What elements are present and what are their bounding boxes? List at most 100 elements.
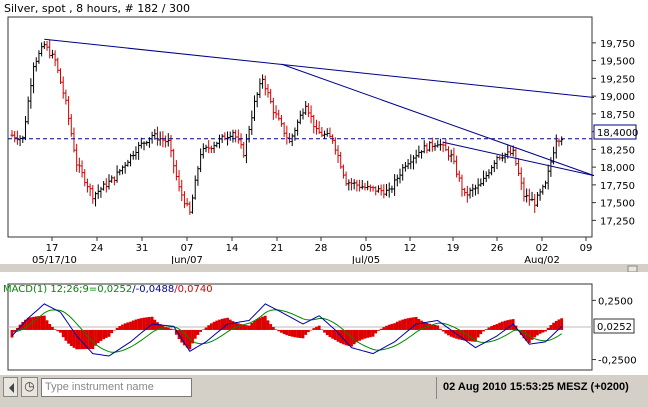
macd-hist-bar [471,329,475,342]
macd-hist-bar [374,329,378,334]
macd-hist-bar [371,329,375,337]
macd-hist-bar [452,329,456,338]
price-tick-label: 19,500 [600,57,635,68]
macd-hist-bar [139,318,143,330]
back-arrow-icon[interactable] [3,377,18,397]
panel-divider[interactable] [0,264,648,272]
month-label: Jun/07 [170,255,203,266]
macd-hist-bar [218,319,221,330]
server-datetime: 02 Aug 2010 15:53:25 MESZ (+0200) [443,381,629,393]
macd-hist-bar [169,328,173,330]
macd-hist-bar [536,329,539,336]
month-label: Aug/02 [524,255,560,266]
macd-hist-bar [137,318,141,330]
macd-hist-bar [258,317,262,330]
macd-hist-bar [56,329,60,332]
macd-hist-bar [414,317,418,330]
macd-hist-bar [180,329,184,343]
macd-hist-bar [67,329,70,344]
macd-hist-bar [282,329,286,335]
date-tick-label: 26 [491,243,504,254]
macd-hist-bar [102,329,106,340]
date-tick-label: 05 [360,243,373,254]
macd-hist-bar [112,329,116,331]
macd-hist-bar [15,327,19,330]
macd-hist-bar [412,317,415,330]
date-tick-label: 07 [181,243,194,254]
macd-hist-bar [158,324,162,330]
macd-hist-bar [172,329,176,330]
panel-collapse-button[interactable] [627,265,638,273]
macd-hist-bar [99,329,103,341]
macd-hist-bar [317,325,321,330]
macd-hist-bar [323,329,326,333]
macd-hist-bar [212,321,216,330]
macd-hist-bar [444,329,448,334]
macd-hist-bar [104,329,108,338]
macd-hist-bar [447,329,450,336]
macd-hist-bar [366,329,370,338]
macd-hist-bar [350,329,353,347]
macd-hist-bar [476,329,480,338]
price-tick-label: 17,250 [600,216,635,227]
date-tick-label: 31 [136,243,149,254]
macd-hist-bar [69,329,73,346]
macd-hist-bar [115,327,119,330]
date-tick-label: 19 [447,243,460,254]
instrument-search-input[interactable]: Type instrument name [41,378,192,397]
macd-hist-bar [123,323,127,330]
macd-hist-bar [288,329,291,337]
price-tick-label: 19,250 [600,74,635,85]
status-bar: ◷ Type instrument name 02 Aug 2010 15:53… [0,375,648,407]
macd-hist-bar [301,329,305,339]
macd-hist-bar [91,329,95,349]
macd-hist-bar [88,329,92,350]
macd-hist-bar [42,315,46,330]
chart-title: Silver, spot , 8 hours, # 182 / 300 [4,2,190,15]
macd-hist-bar [34,316,38,330]
macd-hist-bar [48,323,52,330]
macd-hist-bar [390,323,394,330]
macd-hist-bar [525,329,529,341]
macd-hist-bar [145,317,149,330]
macd-hist-bar [32,316,35,330]
price-tick-label: 18,000 [600,163,635,174]
macd-hist-bar [280,329,283,333]
macd-hist-bar [110,329,114,334]
macd-hist-bar [107,329,111,337]
macd-hist-bar [156,322,159,330]
macd-hist-bar [228,319,232,330]
macd-hist-bar [209,323,213,330]
last-price-box [593,124,637,140]
macd-hist-bar [546,327,550,330]
macd-hist-bar [94,329,97,346]
macd-hist-bar [86,329,89,350]
macd-hist-bar [61,329,65,338]
macd-hist-bar [277,329,281,332]
trend-line [44,38,595,99]
macd-hist-bar [439,328,442,330]
macd-hist-bar [304,329,308,335]
macd-hist-bar [401,319,405,330]
macd-hist-bar [266,320,270,330]
macd-hist-bar [231,321,235,330]
macd-hist-bar [37,316,41,330]
macd-hist-bar [134,319,138,330]
macd-hist-bar [385,325,388,330]
macd-hist-bar [261,316,264,330]
macd-hist-bar [554,320,558,330]
macd-hist-bar [185,329,189,348]
macd-hist-bar [207,325,211,330]
macd-hist-bar [519,329,523,335]
macd-hist-bar [250,322,254,330]
history-button[interactable]: ◷ [21,377,38,397]
macd-hist-bar [296,329,300,338]
macd-hist-bar [522,329,526,339]
macd-hist-bar [358,329,361,341]
macd-hist-bar [549,325,553,330]
macd-hist-bar [460,329,464,341]
macd-hist-bar [263,315,267,330]
macd-hist-bar [26,317,30,330]
macd-hist-bar [387,324,391,330]
macd-hist-bar [352,329,356,345]
